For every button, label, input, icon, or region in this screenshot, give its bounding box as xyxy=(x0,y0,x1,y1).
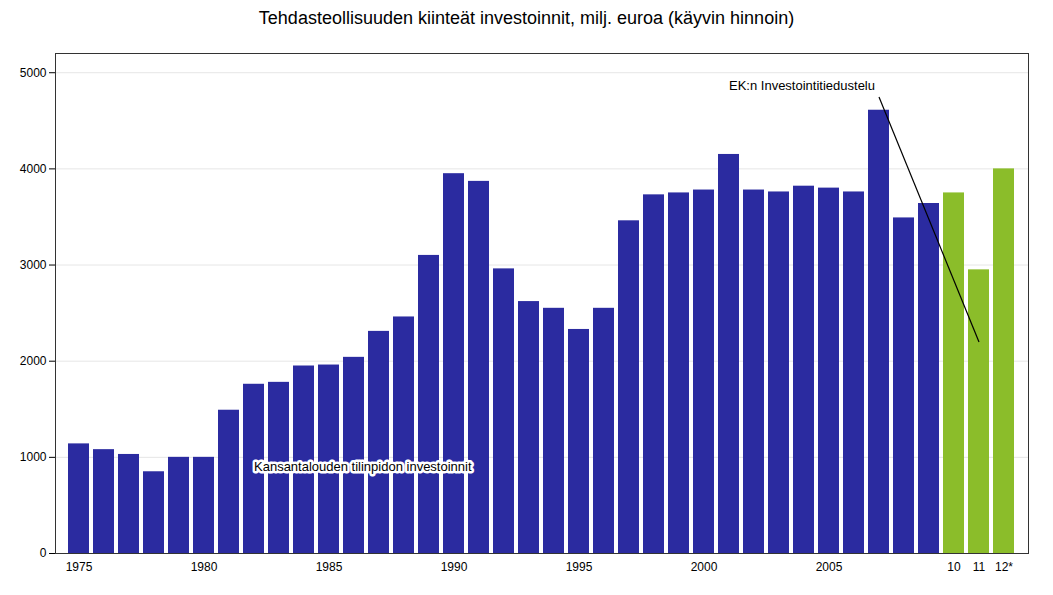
svg-text:2000: 2000 xyxy=(20,354,47,368)
svg-text:0: 0 xyxy=(40,546,47,560)
svg-text:1000: 1000 xyxy=(20,450,47,464)
svg-text:4000: 4000 xyxy=(20,162,47,176)
svg-text:1995: 1995 xyxy=(566,560,593,574)
svg-text:EK:n Investointitiedustelu: EK:n Investointitiedustelu xyxy=(729,78,875,93)
svg-text:2000: 2000 xyxy=(691,560,718,574)
svg-text:1980: 1980 xyxy=(191,560,218,574)
svg-text:2005: 2005 xyxy=(816,560,843,574)
svg-text:1985: 1985 xyxy=(316,560,343,574)
svg-text:Kansantalouden tilinpidon inve: Kansantalouden tilinpidon investoinnit xyxy=(254,459,472,474)
svg-text:5000: 5000 xyxy=(20,66,47,80)
html-text:Tehdasteollisuuden kiinteät in: Tehdasteollisuuden kiinteät investoinnit… xyxy=(258,8,795,28)
svg-text:12*: 12* xyxy=(995,560,1013,574)
svg-text:1990: 1990 xyxy=(441,560,468,574)
svg-text:3000: 3000 xyxy=(20,258,47,272)
svg-text:10: 10 xyxy=(947,560,961,574)
svg-text:11: 11 xyxy=(973,560,986,574)
svg-text:1975: 1975 xyxy=(66,560,93,574)
